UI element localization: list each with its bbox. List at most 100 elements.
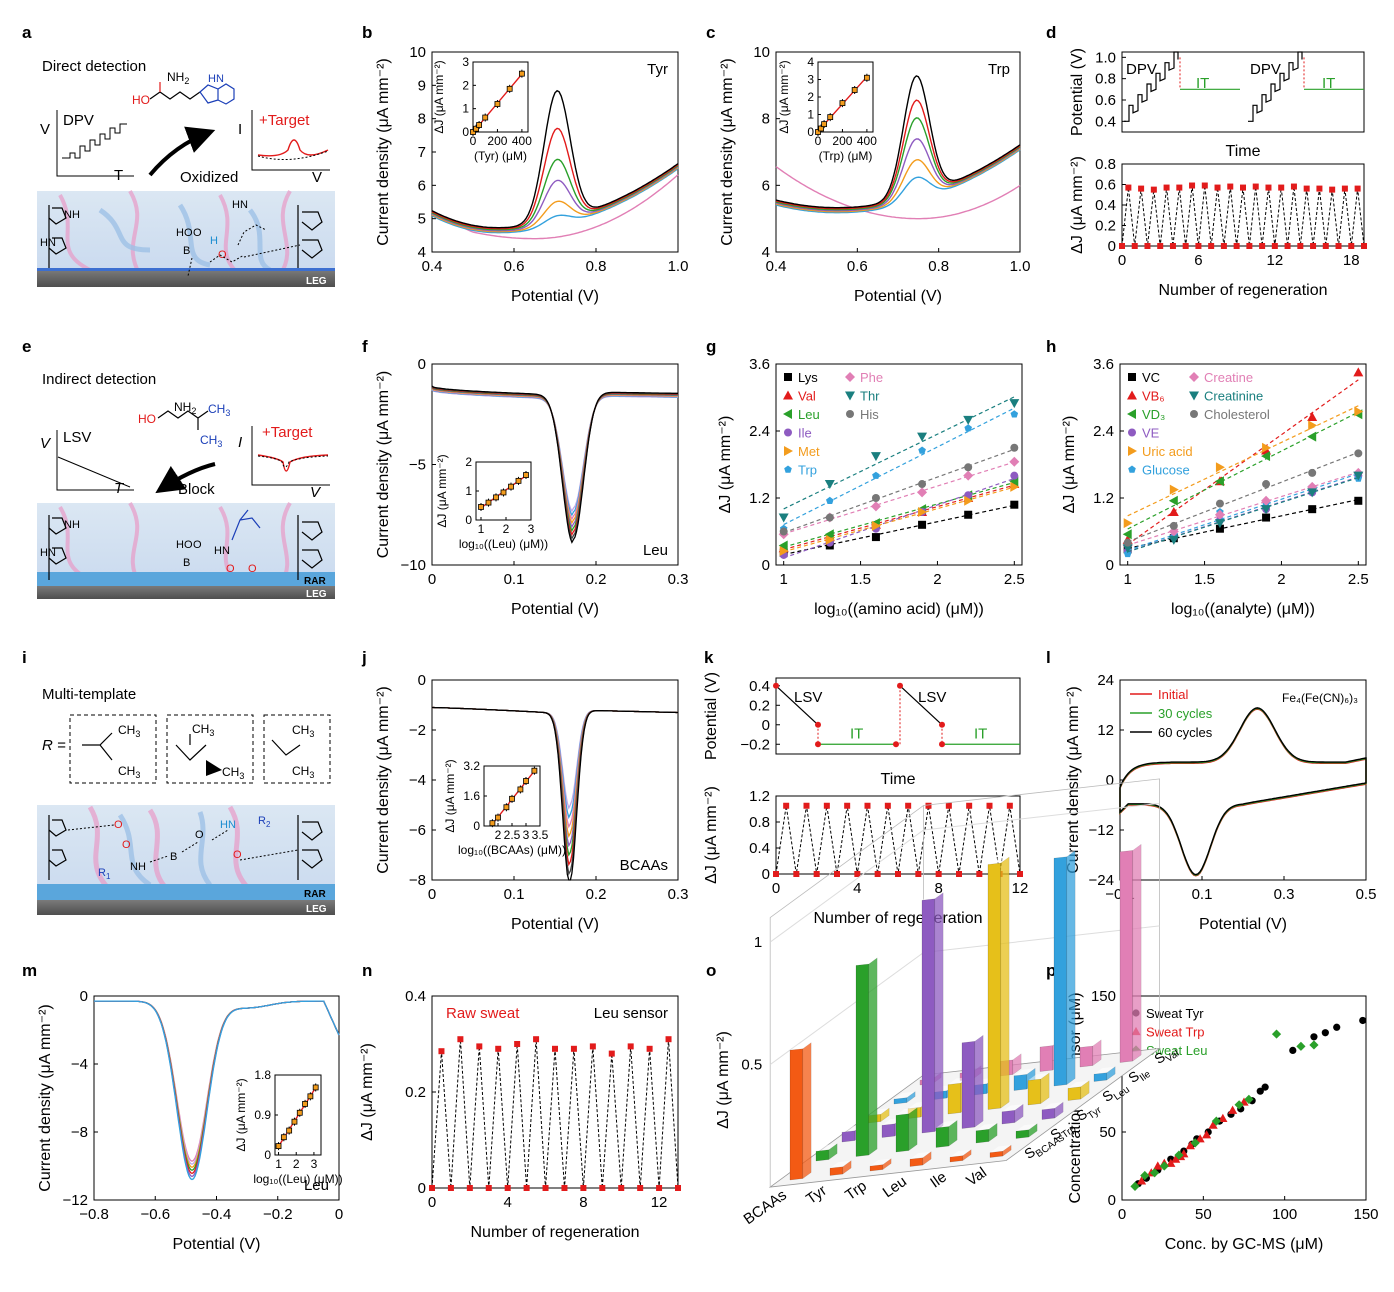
x-tick-label: −0.6	[140, 1206, 170, 1223]
bar-top	[856, 957, 878, 966]
amide-hn: HN	[214, 545, 230, 557]
inset-y-tick-label: 1	[462, 102, 469, 116]
cv-curve	[1119, 707, 1367, 876]
regeneration-point	[1290, 183, 1297, 190]
fit-line	[783, 407, 1015, 526]
data-point	[1169, 521, 1178, 530]
x-tick-label: 0	[428, 886, 436, 903]
bar-front	[975, 1129, 990, 1144]
x-axis-label: Potential (V)	[854, 288, 942, 305]
regeneration-point	[608, 1050, 615, 1057]
data-point	[1168, 495, 1178, 506]
inset-data-point	[495, 814, 501, 821]
data-point	[1201, 1130, 1212, 1139]
timing-node	[939, 741, 945, 748]
y-tick-label: 6	[418, 177, 426, 194]
bar-front	[1001, 1110, 1016, 1125]
x-tick-label: 50	[1195, 1206, 1212, 1223]
analyte-tick-label: Tyr	[803, 1182, 830, 1208]
data-point	[1128, 428, 1136, 437]
acid-label: HO	[138, 412, 156, 426]
bar-top	[1094, 1066, 1116, 1075]
boron-label: B	[183, 245, 190, 257]
y-tick-label: 10	[753, 44, 770, 61]
y-tick-label: 0	[762, 557, 770, 574]
x-tick-label: 0.3	[1274, 886, 1295, 903]
data-point	[1185, 1141, 1195, 1150]
data-point	[1261, 505, 1272, 515]
inset-data-point	[863, 74, 870, 81]
data-point	[1189, 372, 1199, 382]
regeneration-point	[637, 1185, 644, 1191]
inset-y-tick-label: 2	[462, 78, 469, 92]
legend-entry: Thr	[860, 389, 880, 404]
y-tick-label: 0.2	[405, 1084, 426, 1101]
regeneration-point	[844, 802, 851, 809]
y-tick-label: 0.8	[749, 814, 770, 831]
regeneration-point	[1310, 243, 1317, 249]
polymer-membrane-illustration: LEG NH HN HO O B H O HN	[37, 189, 335, 287]
voltammogram-line	[94, 1000, 340, 1181]
chart-n: 0 4 8 12 0 0.2 0.4 Number of regeneration ΔJ (μA…	[359, 961, 681, 1241]
plot-frame	[431, 995, 679, 1189]
bar-front	[987, 862, 1002, 1110]
inset-data-point	[509, 795, 515, 802]
regeneration-point	[665, 1036, 672, 1043]
x-tick-label: 1.5	[1194, 571, 1215, 588]
plot-frame	[775, 363, 1023, 566]
y-tick-label: 3.6	[1093, 356, 1114, 373]
x-tick-label: 0.3	[668, 886, 689, 903]
inset-y-tick-label: 0.9	[254, 1108, 271, 1122]
timing-node	[893, 741, 899, 748]
regeneration-point	[834, 871, 840, 877]
data-point	[1168, 535, 1179, 545]
data-point	[784, 428, 792, 437]
voltammogram-line	[775, 166, 1021, 220]
regeneration-point	[1227, 183, 1234, 190]
regeneration-point	[986, 802, 993, 809]
dpv-waveform-sketch: DPV V T	[40, 110, 134, 184]
voltammogram-line	[432, 706, 678, 881]
x-tick-label: −0.4	[202, 1206, 232, 1223]
methyl-3b: CH3	[292, 764, 314, 780]
bar-front	[921, 898, 936, 1134]
dpv-label-2: DPV	[1250, 61, 1281, 78]
y-tick-label: 0	[762, 866, 770, 883]
inset-data-point	[517, 786, 524, 793]
regeneration-point	[1278, 184, 1285, 191]
bar-top	[870, 1158, 892, 1167]
y-axis-label: Potential (V)	[703, 672, 720, 760]
bar-side	[868, 957, 878, 1156]
bar-front	[1067, 1086, 1082, 1101]
x-tick-label: 0.6	[847, 258, 868, 275]
legend-entry: Leu	[798, 407, 820, 422]
lsv-waveform-sketch: LSV V T	[40, 429, 134, 497]
fit-line	[783, 461, 1015, 535]
y-axis-label: ΔJ (μA mm⁻²)	[1061, 416, 1078, 514]
y-tick-label: −10	[401, 557, 426, 574]
leg-label: LEG	[306, 589, 327, 600]
regeneration-point	[1240, 184, 1246, 191]
bar-front	[1053, 856, 1068, 1087]
o-label-2: O	[122, 839, 131, 851]
bar-top	[1042, 1102, 1064, 1110]
timing-node	[815, 741, 821, 748]
analyte-tick-label: Ile	[927, 1169, 950, 1192]
y-tick-label: 0	[1106, 772, 1114, 789]
data-point	[1010, 481, 1020, 492]
data-point	[824, 480, 835, 490]
x-tick-label: −0.8	[79, 1206, 109, 1223]
regeneration-point	[945, 802, 952, 809]
data-point	[1128, 446, 1137, 456]
inset-data-point	[851, 87, 858, 93]
bar-front	[947, 1082, 962, 1115]
data-point	[918, 480, 927, 489]
x-tick-label: 0	[1118, 1206, 1126, 1223]
y-tick-label: −4	[71, 1056, 88, 1073]
inset-x-tick-label: 3	[523, 828, 530, 842]
sensor-label: Leu sensor	[594, 1005, 668, 1022]
bar-front	[829, 1166, 844, 1176]
bar-top	[1068, 1080, 1090, 1089]
o-label-3: O	[248, 563, 257, 575]
it-label-2: IT	[1322, 75, 1335, 92]
